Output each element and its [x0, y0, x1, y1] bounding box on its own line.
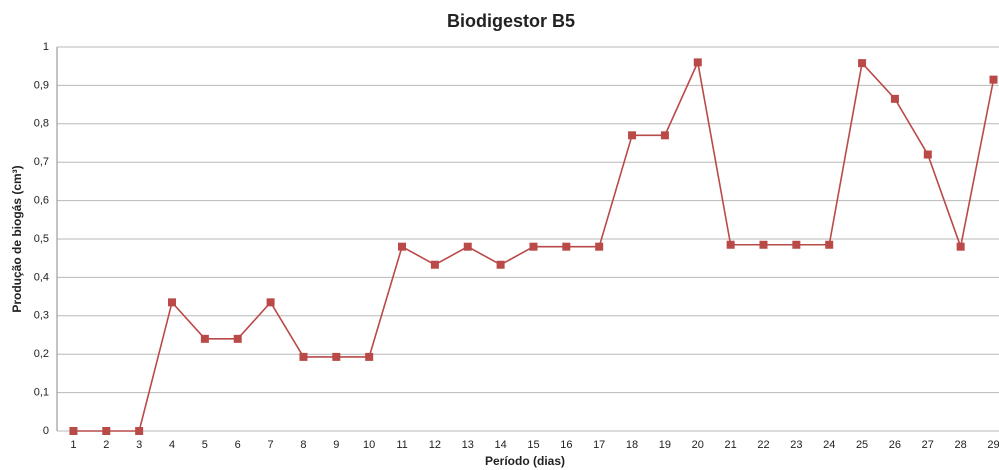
x-tick-label: 1 [70, 439, 76, 451]
y-tick-label: 0,4 [34, 271, 49, 283]
chart-title: Biodigestor B5 [447, 11, 575, 31]
y-axis-label: Produção de biogás (cm³) [10, 165, 24, 312]
x-tick-label: 8 [300, 439, 306, 451]
data-point [989, 75, 998, 84]
x-tick-label: 22 [757, 439, 769, 451]
data-point [168, 298, 177, 307]
x-tick-label: 28 [955, 439, 967, 451]
x-tick-label: 3 [136, 439, 142, 451]
x-tick-label: 2 [103, 439, 109, 451]
x-tick-label: 15 [527, 439, 539, 451]
data-point [858, 59, 867, 68]
data-point [890, 94, 899, 103]
data-point [430, 260, 439, 269]
y-tick-label: 0,2 [34, 348, 49, 360]
y-tick-label: 0,3 [34, 310, 49, 322]
x-tick-label: 24 [823, 439, 835, 451]
data-point [266, 298, 275, 307]
data-point [660, 131, 669, 140]
x-tick-label: 4 [169, 439, 175, 451]
x-tick-label: 29 [987, 439, 999, 451]
x-tick-label: 5 [202, 439, 208, 451]
y-tick-label: 1 [43, 41, 49, 53]
data-point [825, 240, 834, 249]
data-point [693, 58, 702, 67]
x-tick-label: 25 [856, 439, 868, 451]
data-point [792, 240, 801, 249]
data-point [398, 242, 407, 251]
x-tick-label: 23 [790, 439, 802, 451]
x-tick-label: 27 [922, 439, 934, 451]
y-tick-label: 0 [43, 425, 49, 437]
x-tick-label: 16 [560, 439, 572, 451]
x-tick-label: 21 [725, 439, 737, 451]
x-tick-label: 12 [429, 439, 441, 451]
x-tick-label: 26 [889, 439, 901, 451]
data-point [233, 334, 242, 343]
y-tick-label: 0,6 [34, 195, 49, 207]
y-tick-label: 0,1 [34, 387, 49, 399]
x-tick-label: 14 [494, 439, 506, 451]
y-tick-label: 0,9 [34, 79, 49, 91]
data-point [726, 240, 735, 249]
x-tick-label: 7 [268, 439, 274, 451]
x-tick-label: 6 [235, 439, 241, 451]
x-tick-label: 20 [692, 439, 704, 451]
x-tick-label: 17 [593, 439, 605, 451]
x-tick-label: 18 [626, 439, 638, 451]
data-point [365, 352, 374, 361]
data-point [595, 242, 604, 251]
data-point [628, 131, 637, 140]
y-tick-label: 0,5 [34, 233, 49, 245]
data-point [299, 352, 308, 361]
x-tick-label: 10 [363, 439, 375, 451]
data-point [135, 427, 144, 435]
data-point [69, 427, 78, 435]
data-point [529, 242, 538, 251]
data-point [562, 242, 571, 251]
x-axis-label: Período (dias) [485, 454, 565, 468]
data-point [923, 150, 932, 159]
x-tick-label: 11 [396, 439, 407, 451]
x-tick-label: 9 [333, 439, 339, 451]
y-tick-label: 0,8 [34, 118, 49, 130]
data-point [496, 260, 505, 269]
x-tick-label: 13 [462, 439, 474, 451]
data-point [956, 242, 965, 251]
data-point [102, 427, 111, 435]
x-tick-label: 19 [659, 439, 671, 451]
data-point [200, 334, 209, 343]
data-point [463, 242, 472, 251]
data-point [759, 240, 768, 249]
y-tick-label: 0,7 [34, 156, 49, 168]
data-point [332, 352, 341, 361]
